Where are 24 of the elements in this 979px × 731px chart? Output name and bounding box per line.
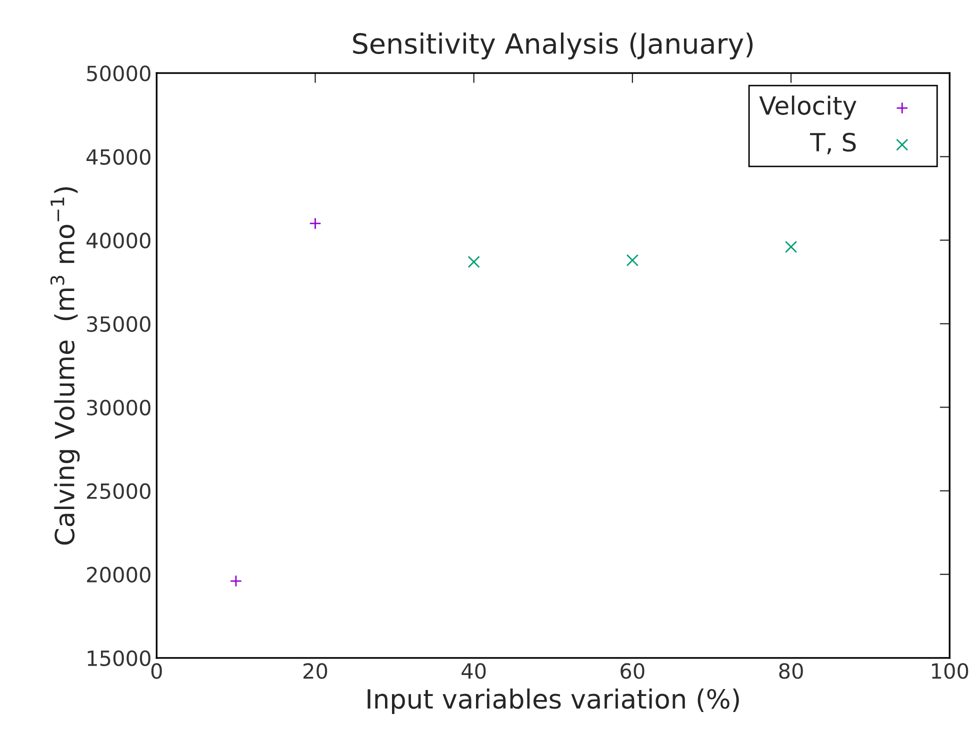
y-tick-label: 25000 [87, 483, 150, 500]
x-axis-title: Input variables variation (%) [368, 688, 739, 714]
y-tick-label: 20000 [87, 566, 150, 583]
y-tick-label: 45000 [86, 149, 150, 165]
point [230, 574, 242, 588]
y-tick-label: 35000 [87, 316, 150, 332]
point [309, 217, 322, 230]
point [784, 240, 798, 253]
y-tick-label: 30000 [87, 400, 150, 416]
point [626, 254, 639, 266]
y-tick-label: 15000 [88, 650, 150, 666]
y-tick-label: 50000 [87, 66, 150, 82]
x-tick-label: 80 [779, 663, 803, 679]
x-tick-label: 20 [304, 663, 328, 679]
x-tick-label: 60 [620, 663, 644, 679]
legend-label: Velocity [759, 96, 856, 120]
x-tick-label: 100 [932, 663, 968, 679]
point [468, 256, 480, 268]
x-tick-label: 40 [462, 663, 486, 679]
chart-title: Sensitivity Analysis (January) [353, 32, 753, 60]
y-tick-label: 40000 [86, 232, 150, 248]
legend-label: T, S [810, 132, 856, 154]
y-axis-title: Calving Volume (m$^{3}$ mo$^{−1}$) [50, 187, 80, 545]
x-tick-label: 0 [151, 663, 162, 679]
